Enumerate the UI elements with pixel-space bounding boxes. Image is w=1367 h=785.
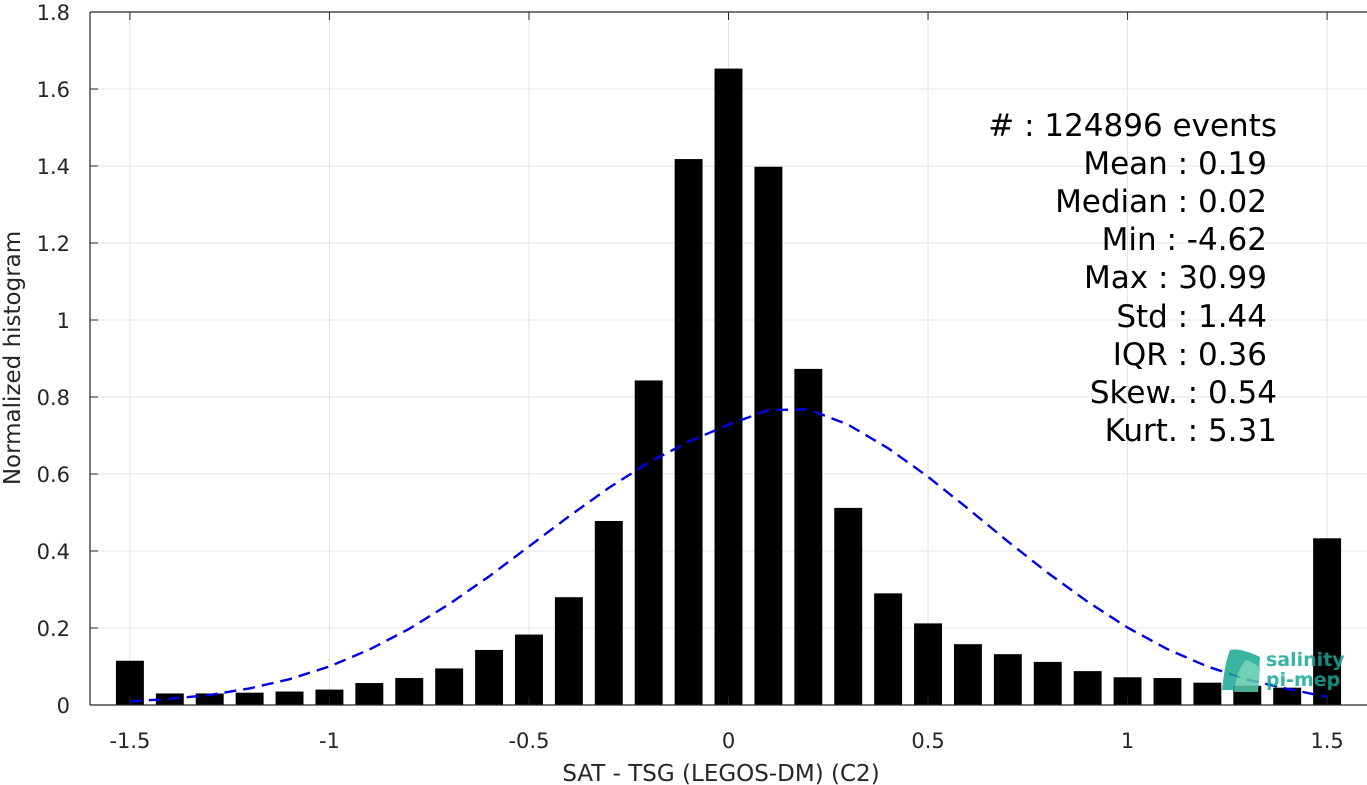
y-axis-ticks: 0 0.2 0.4 0.6 0.8 1 1.2 1.4 1.6 1.8 xyxy=(37,1,98,718)
histogram-bar xyxy=(395,678,424,705)
histogram-bar xyxy=(1273,687,1302,705)
x-tick-label: 0.5 xyxy=(911,729,944,753)
stats-count: # : 124896 events xyxy=(988,108,1277,144)
y-axis-title: Normalized histogram xyxy=(0,231,26,485)
stats-min: Min : -4.62 xyxy=(1102,222,1267,258)
y-tick-label: 1 xyxy=(57,309,70,333)
histogram-bar xyxy=(235,692,264,705)
logo-pimep-text: pi-mep xyxy=(1266,669,1340,691)
stats-kurt: Kurt. : 5.31 xyxy=(1105,413,1277,449)
x-tick-label: 1 xyxy=(1121,729,1134,753)
y-tick-label: 1.4 xyxy=(37,155,70,179)
x-tick-label: -1 xyxy=(319,729,340,753)
stats-iqr: IQR : 0.36 xyxy=(1113,337,1267,373)
histogram-bar xyxy=(475,649,504,705)
gaussian-fit-line xyxy=(129,408,1328,703)
histogram-bar xyxy=(834,507,863,705)
y-tick-label: 0.2 xyxy=(37,617,70,641)
histogram-bar xyxy=(1193,682,1222,705)
y-tick-label: 0.4 xyxy=(37,540,70,564)
histogram-bar xyxy=(993,654,1022,705)
histogram-bar xyxy=(874,593,903,705)
histogram-bar xyxy=(674,159,703,705)
histogram-bar xyxy=(714,68,743,706)
x-tick-label: 1.5 xyxy=(1310,729,1343,753)
x-axis-ticks: -1.5 -1 -0.5 0 0.5 1 1.5 xyxy=(109,12,1344,753)
histogram-bar xyxy=(1073,671,1102,705)
logo-salinity-text: salinity xyxy=(1266,649,1345,671)
y-tick-label: 0 xyxy=(57,694,70,718)
histogram-bar xyxy=(1313,538,1342,705)
stats-skew: Skew. : 0.54 xyxy=(1090,375,1277,411)
salinity-pimep-logo: salinity pi-mep xyxy=(1222,649,1345,692)
x-tick-label: -1.5 xyxy=(109,729,150,753)
x-tick-label: -0.5 xyxy=(508,729,549,753)
histogram-bar xyxy=(554,597,583,705)
histogram-bar xyxy=(1033,661,1062,705)
histogram-bar xyxy=(754,166,783,705)
histogram-bar xyxy=(794,368,823,705)
x-tick-label: 0 xyxy=(722,729,735,753)
x-axis-title: SAT - TSG (LEGOS-DM) (C2) xyxy=(562,761,879,785)
histogram-bar xyxy=(515,634,543,705)
histogram-bar xyxy=(435,668,464,705)
histogram-bar xyxy=(275,691,304,705)
stats-max: Max : 30.99 xyxy=(1084,260,1267,296)
stats-mean: Mean : 0.19 xyxy=(1083,146,1267,182)
y-tick-label: 1.8 xyxy=(37,1,70,25)
histogram-bar xyxy=(953,644,982,705)
y-tick-label: 0.8 xyxy=(37,386,70,410)
histogram-bar xyxy=(594,520,623,705)
histogram-bar xyxy=(1153,678,1182,705)
y-tick-label: 1.6 xyxy=(37,78,70,102)
y-tick-label: 0.6 xyxy=(37,463,70,487)
statistics-annotation: # : 124896 events Mean : 0.19 Median : 0… xyxy=(988,108,1277,449)
histogram-bars xyxy=(115,68,1342,706)
y-tick-label: 1.2 xyxy=(37,232,70,256)
logo-wave-icon-back xyxy=(1234,660,1260,692)
stats-std: Std : 1.44 xyxy=(1116,299,1267,335)
histogram-bar xyxy=(914,623,942,705)
histogram-bar xyxy=(195,693,224,705)
histogram-bar xyxy=(355,683,384,705)
histogram-bar xyxy=(634,380,663,705)
stats-median: Median : 0.02 xyxy=(1055,184,1267,220)
